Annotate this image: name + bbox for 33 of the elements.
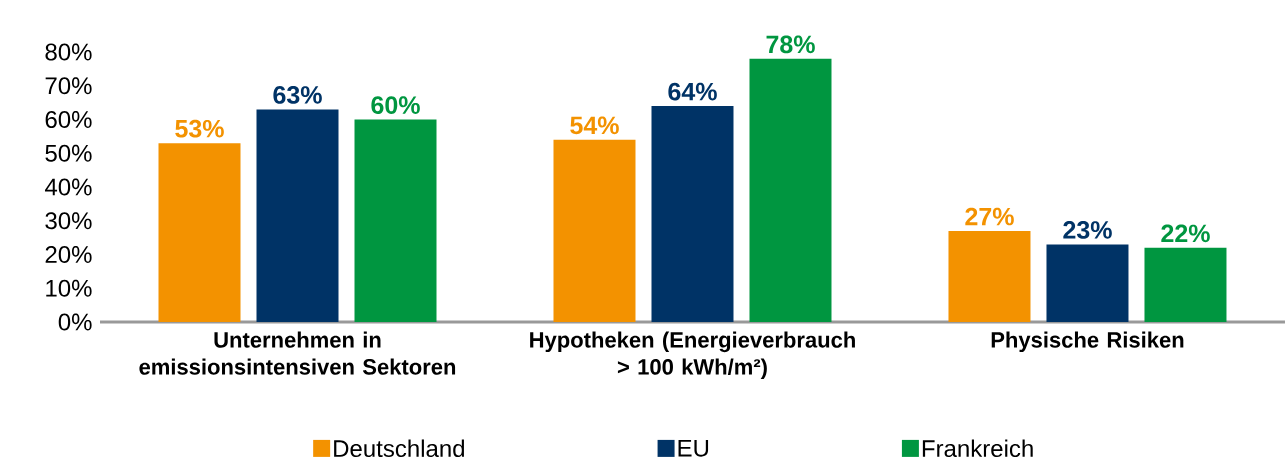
x-tick-label: Physische Risiken [991,331,1184,353]
y-tick-label: 40% [44,178,92,196]
data-label: 63% [273,86,322,104]
bar [256,109,339,322]
bar [1144,247,1227,322]
y-tick-label: 80% [45,43,92,61]
bar [1046,244,1129,322]
data-label: 54% [570,116,619,135]
x-tick-label: Hypotheken (Energieverbrauch > 100 kWh/m²) [530,331,855,380]
data-label: 64% [668,82,717,101]
y-tick-label: 70% [45,77,92,95]
bar [749,58,832,322]
legend-label: Frankreich [922,439,1033,458]
y-tick-label: 60% [45,111,92,128]
y-tick-label: 20% [45,246,92,263]
data-label: 60% [371,96,420,114]
data-label: 22% [1161,224,1210,243]
x-tick-label: Unternehmen in emissionsintensiven Sektoren [139,331,456,375]
data-label: 53% [175,119,224,138]
data-label: 23% [1063,221,1112,239]
bar [553,139,636,322]
y-tick-label: 0% [58,313,92,331]
bar [948,230,1031,322]
bar [158,143,241,322]
legend-label: EU [678,439,709,457]
y-tick-label: 50% [45,144,92,162]
y-tick-label: 10% [46,279,92,297]
data-label: 78% [766,35,815,54]
bar [651,106,734,322]
y-tick-label: 30% [45,212,92,230]
legend-label: Deutschland [334,439,464,458]
bar [354,119,437,322]
data-label: 27% [965,207,1014,226]
